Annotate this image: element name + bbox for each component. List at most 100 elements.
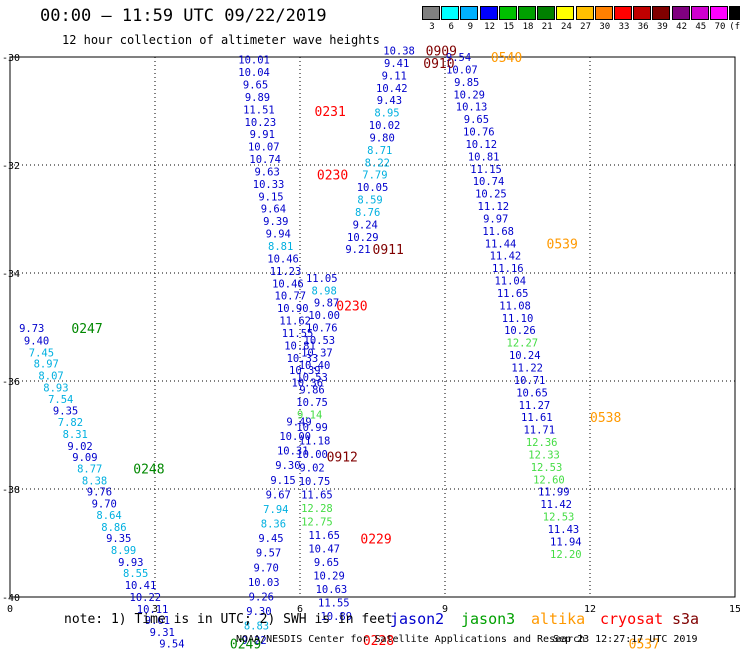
legend-swatch [422,6,440,20]
swh-value-label: 8.81 [268,241,293,253]
y-tick-label: -34 [2,269,20,280]
swh-value-label: 7.94 [263,504,288,516]
swh-value-label: 10.26 [504,325,536,337]
pass-time-label: 0231 [315,105,346,120]
legend-label: 24 [560,22,572,32]
page-title: 00:00 – 11:59 UTC 09/22/2019 [40,6,327,26]
grid-lines [9,56,736,598]
swh-value-label: 9.02 [299,462,324,474]
swh-value-label: 9.15 [270,475,295,487]
swh-value-label: 9.09 [72,452,97,464]
swh-value-label: 8.83 [244,621,269,633]
satellite-label: jason3 [461,610,516,628]
legend-label: 39 [656,22,668,32]
legend-swatch [441,6,460,20]
y-tick-label: -32 [2,161,20,172]
legend-swatch [537,6,556,20]
swh-value-label: 9.43 [377,95,402,107]
legend-label: (ft) [729,22,740,32]
legend-label: 6 [448,22,454,32]
swh-value-label: 12.28 [301,503,333,515]
pass-time-label: 0248 [133,462,164,477]
swh-value-label: 11.99 [538,487,570,499]
swh-value-label: 9.65 [243,80,268,92]
swh-value-label: 9.86 [299,385,324,397]
swh-value-label: 10.11 [137,604,169,616]
swh-value-label: 9.65 [464,114,489,126]
swh-value-label: 8.93 [43,382,68,394]
swh-value-label: 8.99 [111,545,136,557]
swh-value-label: 9.73 [19,323,44,335]
x-tick-label: 12 [584,604,596,615]
swh-value-label: 12.75 [301,516,333,528]
swh-value-label: 10.46 [272,278,304,290]
swh-value-label: 9.22 [241,635,266,647]
swh-value-label: 10.07 [446,64,478,76]
swh-value-label: 11.16 [492,263,524,275]
swh-value-label: 9.85 [454,77,479,89]
y-tick-label: -38 [2,485,20,496]
swh-value-label: 9.41 [384,58,409,70]
swh-value-label: 10.76 [306,323,338,335]
swh-value-label: 8.77 [77,463,102,475]
swh-value-label: 10.25 [475,189,507,201]
y-tick-label: -40 [2,593,20,604]
legend-swatch [594,6,613,20]
swh-value-label: 9.24 [353,219,378,231]
legend-label: 30 [599,22,611,32]
legend-swatch [633,6,652,20]
swh-value-label: 10.76 [463,127,495,139]
swh-value-label: 9.30 [275,460,300,472]
pass-time-label: 0230 [317,169,348,184]
swh-value-label: 11.94 [550,536,582,548]
swh-value-label: 10.75 [296,397,328,409]
legend-swatch [518,6,536,20]
legend-swatch [710,6,728,20]
swh-value-label: 9.14 [297,409,322,421]
legend-label: 21 [541,22,553,32]
pass-time-label: 0247 [71,322,102,337]
x-tick-label: 6 [297,604,303,615]
x-tick-label: 0 [7,604,13,615]
x-tick-label: 9 [442,604,448,615]
swh-value-label: 12.20 [550,549,582,561]
swh-value-label: 9.31 [150,627,175,639]
legend-label: 45 [695,22,707,32]
pass-time-label: 0229 [360,533,391,548]
swh-value-label: 9.87 [314,298,339,310]
legend-swatch [614,6,632,20]
x-tick-label: 3 [152,604,158,615]
swh-value-label: 8.97 [34,359,59,371]
swh-value-label: 11.10 [502,313,534,325]
swh-value-label: 9.93 [118,557,143,569]
swh-value-label: 10.53 [304,335,336,347]
swh-value-label: 7.45 [29,347,54,359]
swh-value-label: 11.55 [318,597,350,609]
data-points: 9.739.407.458.978.078.937.549.357.828.31… [19,46,582,650]
swh-value-label: 8.38 [82,475,107,487]
swh-value-label: 7.82 [58,417,83,429]
legend-label: 9 [467,22,474,32]
footer-note: note: 1) Time is in UTC; 2) SWH is in fe… [64,612,393,627]
swh-value-label: 11.44 [485,238,517,250]
swh-value-label: 10.29 [313,570,345,582]
y-tick-label: -30 [2,53,20,64]
swh-value-label: 9.11 [382,70,407,82]
swh-value-label: 10.05 [357,182,389,194]
swh-value-label: 11.12 [478,201,510,213]
swh-value-label: 10.53 [296,372,328,384]
swh-value-label: 10.71 [514,375,546,387]
swh-value-label: 10.13 [456,102,488,114]
timestamp-text: Sep 23 12:27:17 UTC 2019 [553,634,698,645]
swh-value-label: 10.33 [287,353,319,365]
swh-value-label: 9.89 [245,92,270,104]
legend-swatch [556,6,575,20]
swh-value-label: 10.29 [453,89,485,101]
swh-value-label: 11.65 [301,489,333,501]
swh-value-label: 9.80 [370,132,395,144]
swh-value-label: 11.65 [308,530,340,542]
swh-value-label: 10.90 [277,303,309,315]
swh-value-label: 9.61 [145,615,170,627]
